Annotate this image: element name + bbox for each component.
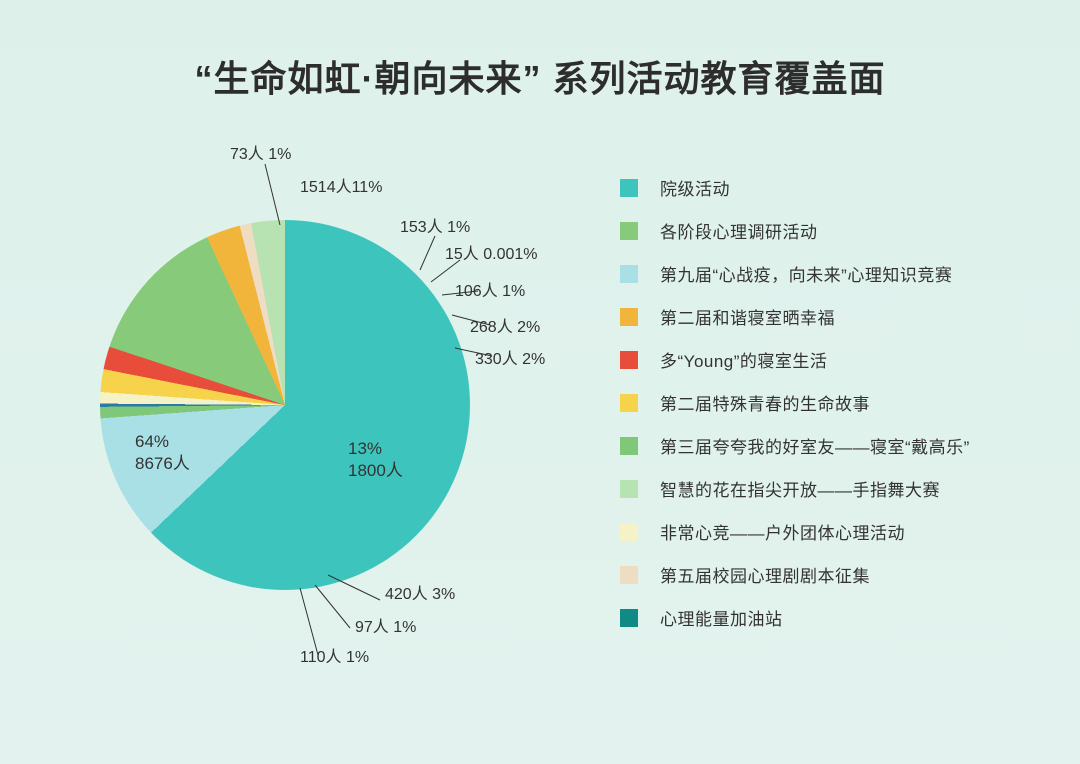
legend: 院级活动各阶段心理调研活动第九届“心战疫，向未来”心理知识竞赛第二届和谐寝室晒幸… — [620, 175, 1060, 648]
chart-container: “生命如虹·朝向未来” 系列活动教育覆盖面 73人 1% 1514人11% 153人… — [0, 0, 1080, 764]
legend-label: 心理能量加油站 — [660, 605, 783, 630]
pie-slice-label: 64%8676人 — [135, 431, 190, 475]
legend-item: 第五届校园心理剧剧本征集 — [620, 562, 1060, 587]
legend-swatch — [620, 222, 638, 240]
legend-label: 第二届特殊青春的生命故事 — [660, 390, 870, 415]
legend-label: 各阶段心理调研活动 — [660, 218, 818, 243]
legend-swatch — [620, 566, 638, 584]
legend-item: 院级活动 — [620, 175, 1060, 200]
pie-slice-label: 1514人11% — [300, 178, 382, 199]
legend-item: 心理能量加油站 — [620, 605, 1060, 630]
legend-item: 第三届夸夸我的好室友——寝室“戴高乐” — [620, 433, 1060, 458]
legend-label: 多“Young”的寝室生活 — [660, 347, 827, 372]
legend-item: 各阶段心理调研活动 — [620, 218, 1060, 243]
pie-slice-label: 420人 3% — [385, 585, 455, 606]
pie-slice-label: 268人 2% — [470, 318, 540, 339]
legend-item: 第九届“心战疫，向未来”心理知识竞赛 — [620, 261, 1060, 286]
legend-swatch — [620, 394, 638, 412]
legend-item: 多“Young”的寝室生活 — [620, 347, 1060, 372]
legend-label: 第三届夸夸我的好室友——寝室“戴高乐” — [660, 433, 970, 458]
legend-swatch — [620, 480, 638, 498]
legend-swatch — [620, 308, 638, 326]
pie-slice-label: 153人 1% — [400, 218, 470, 239]
legend-swatch — [620, 265, 638, 283]
pie-chart-area — [100, 220, 470, 590]
legend-label: 第二届和谐寝室晒幸福 — [660, 304, 835, 329]
pie-slice-label: 13%1800人 — [348, 438, 403, 482]
pie-slice-label: 106人 1% — [455, 282, 525, 303]
legend-label: 第九届“心战疫，向未来”心理知识竞赛 — [660, 261, 952, 286]
legend-label: 非常心竞——户外团体心理活动 — [660, 519, 905, 544]
legend-label: 院级活动 — [660, 175, 730, 200]
pie-slice-label: 73人 1% — [230, 145, 291, 166]
legend-item: 第二届和谐寝室晒幸福 — [620, 304, 1060, 329]
legend-swatch — [620, 437, 638, 455]
legend-swatch — [620, 351, 638, 369]
legend-swatch — [620, 523, 638, 541]
legend-swatch — [620, 179, 638, 197]
chart-title: “生命如虹·朝向未来” 系列活动教育覆盖面 — [0, 50, 1080, 102]
pie-slice-label: 110人 1% — [300, 648, 369, 669]
legend-item: 非常心竞——户外团体心理活动 — [620, 519, 1060, 544]
legend-label: 第五届校园心理剧剧本征集 — [660, 562, 870, 587]
legend-label: 智慧的花在指尖开放——手指舞大赛 — [660, 476, 940, 501]
pie-slice-label: 97人 1% — [355, 618, 416, 639]
pie-slice-label: 15人 0.001% — [445, 245, 538, 266]
legend-item: 第二届特殊青春的生命故事 — [620, 390, 1060, 415]
pie-slice-label: 330人 2% — [475, 350, 545, 371]
pie-chart — [100, 220, 470, 590]
legend-swatch — [620, 609, 638, 627]
legend-item: 智慧的花在指尖开放——手指舞大赛 — [620, 476, 1060, 501]
